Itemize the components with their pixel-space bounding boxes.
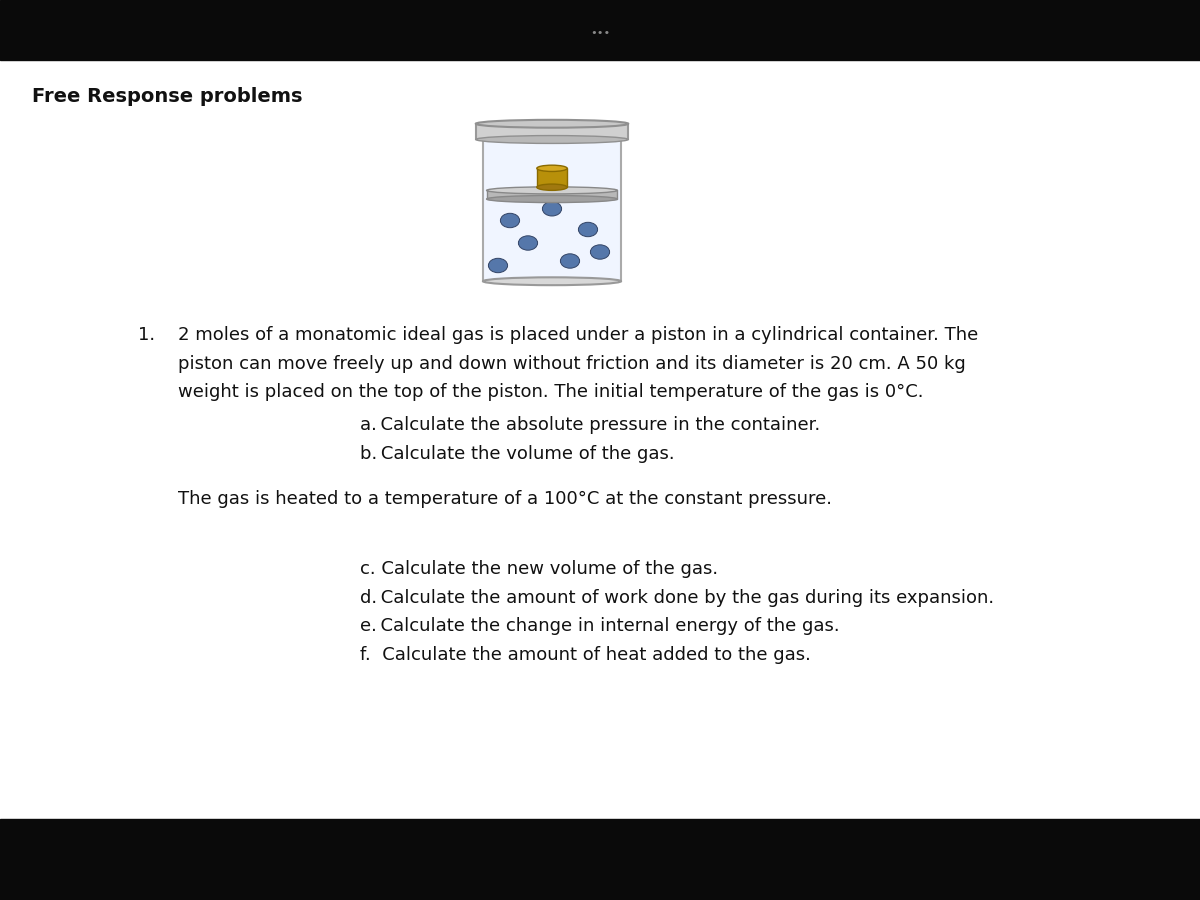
Ellipse shape bbox=[487, 195, 618, 203]
Text: d. Calculate the amount of work done by the gas during its expansion.: d. Calculate the amount of work done by … bbox=[360, 589, 994, 607]
Text: Free Response problems: Free Response problems bbox=[32, 86, 302, 106]
Circle shape bbox=[542, 202, 562, 216]
Circle shape bbox=[578, 222, 598, 237]
Ellipse shape bbox=[487, 187, 618, 194]
Text: weight is placed on the top of the piston. The initial temperature of the gas is: weight is placed on the top of the pisto… bbox=[178, 383, 923, 401]
Text: piston can move freely up and down without friction and its diameter is 20 cm. A: piston can move freely up and down witho… bbox=[178, 355, 965, 373]
Text: 2 moles of a monatomic ideal gas is placed under a piston in a cylindrical conta: 2 moles of a monatomic ideal gas is plac… bbox=[178, 326, 978, 344]
Text: c. Calculate the new volume of the gas.: c. Calculate the new volume of the gas. bbox=[360, 560, 718, 578]
Text: f.  Calculate the amount of heat added to the gas.: f. Calculate the amount of heat added to… bbox=[360, 646, 811, 664]
Text: •••: ••• bbox=[590, 28, 610, 39]
Ellipse shape bbox=[482, 277, 622, 285]
Text: b. Calculate the volume of the gas.: b. Calculate the volume of the gas. bbox=[360, 445, 674, 463]
Circle shape bbox=[518, 236, 538, 250]
Circle shape bbox=[560, 254, 580, 268]
Ellipse shape bbox=[536, 184, 568, 191]
Text: a. Calculate the absolute pressure in the container.: a. Calculate the absolute pressure in th… bbox=[360, 416, 821, 434]
Bar bbox=[0, 819, 1200, 900]
Bar bbox=[536, 168, 568, 187]
Text: 1.: 1. bbox=[138, 326, 155, 344]
Bar bbox=[487, 191, 618, 199]
Circle shape bbox=[500, 213, 520, 228]
Text: The gas is heated to a temperature of a 100°C at the constant pressure.: The gas is heated to a temperature of a … bbox=[178, 491, 832, 508]
Ellipse shape bbox=[536, 166, 568, 172]
Circle shape bbox=[488, 258, 508, 273]
Bar bbox=[475, 123, 629, 140]
Bar bbox=[484, 140, 622, 281]
Ellipse shape bbox=[475, 136, 629, 143]
Bar bbox=[0, 0, 1200, 60]
Text: e. Calculate the change in internal energy of the gas.: e. Calculate the change in internal ener… bbox=[360, 617, 840, 635]
Ellipse shape bbox=[475, 120, 629, 128]
Circle shape bbox=[590, 245, 610, 259]
